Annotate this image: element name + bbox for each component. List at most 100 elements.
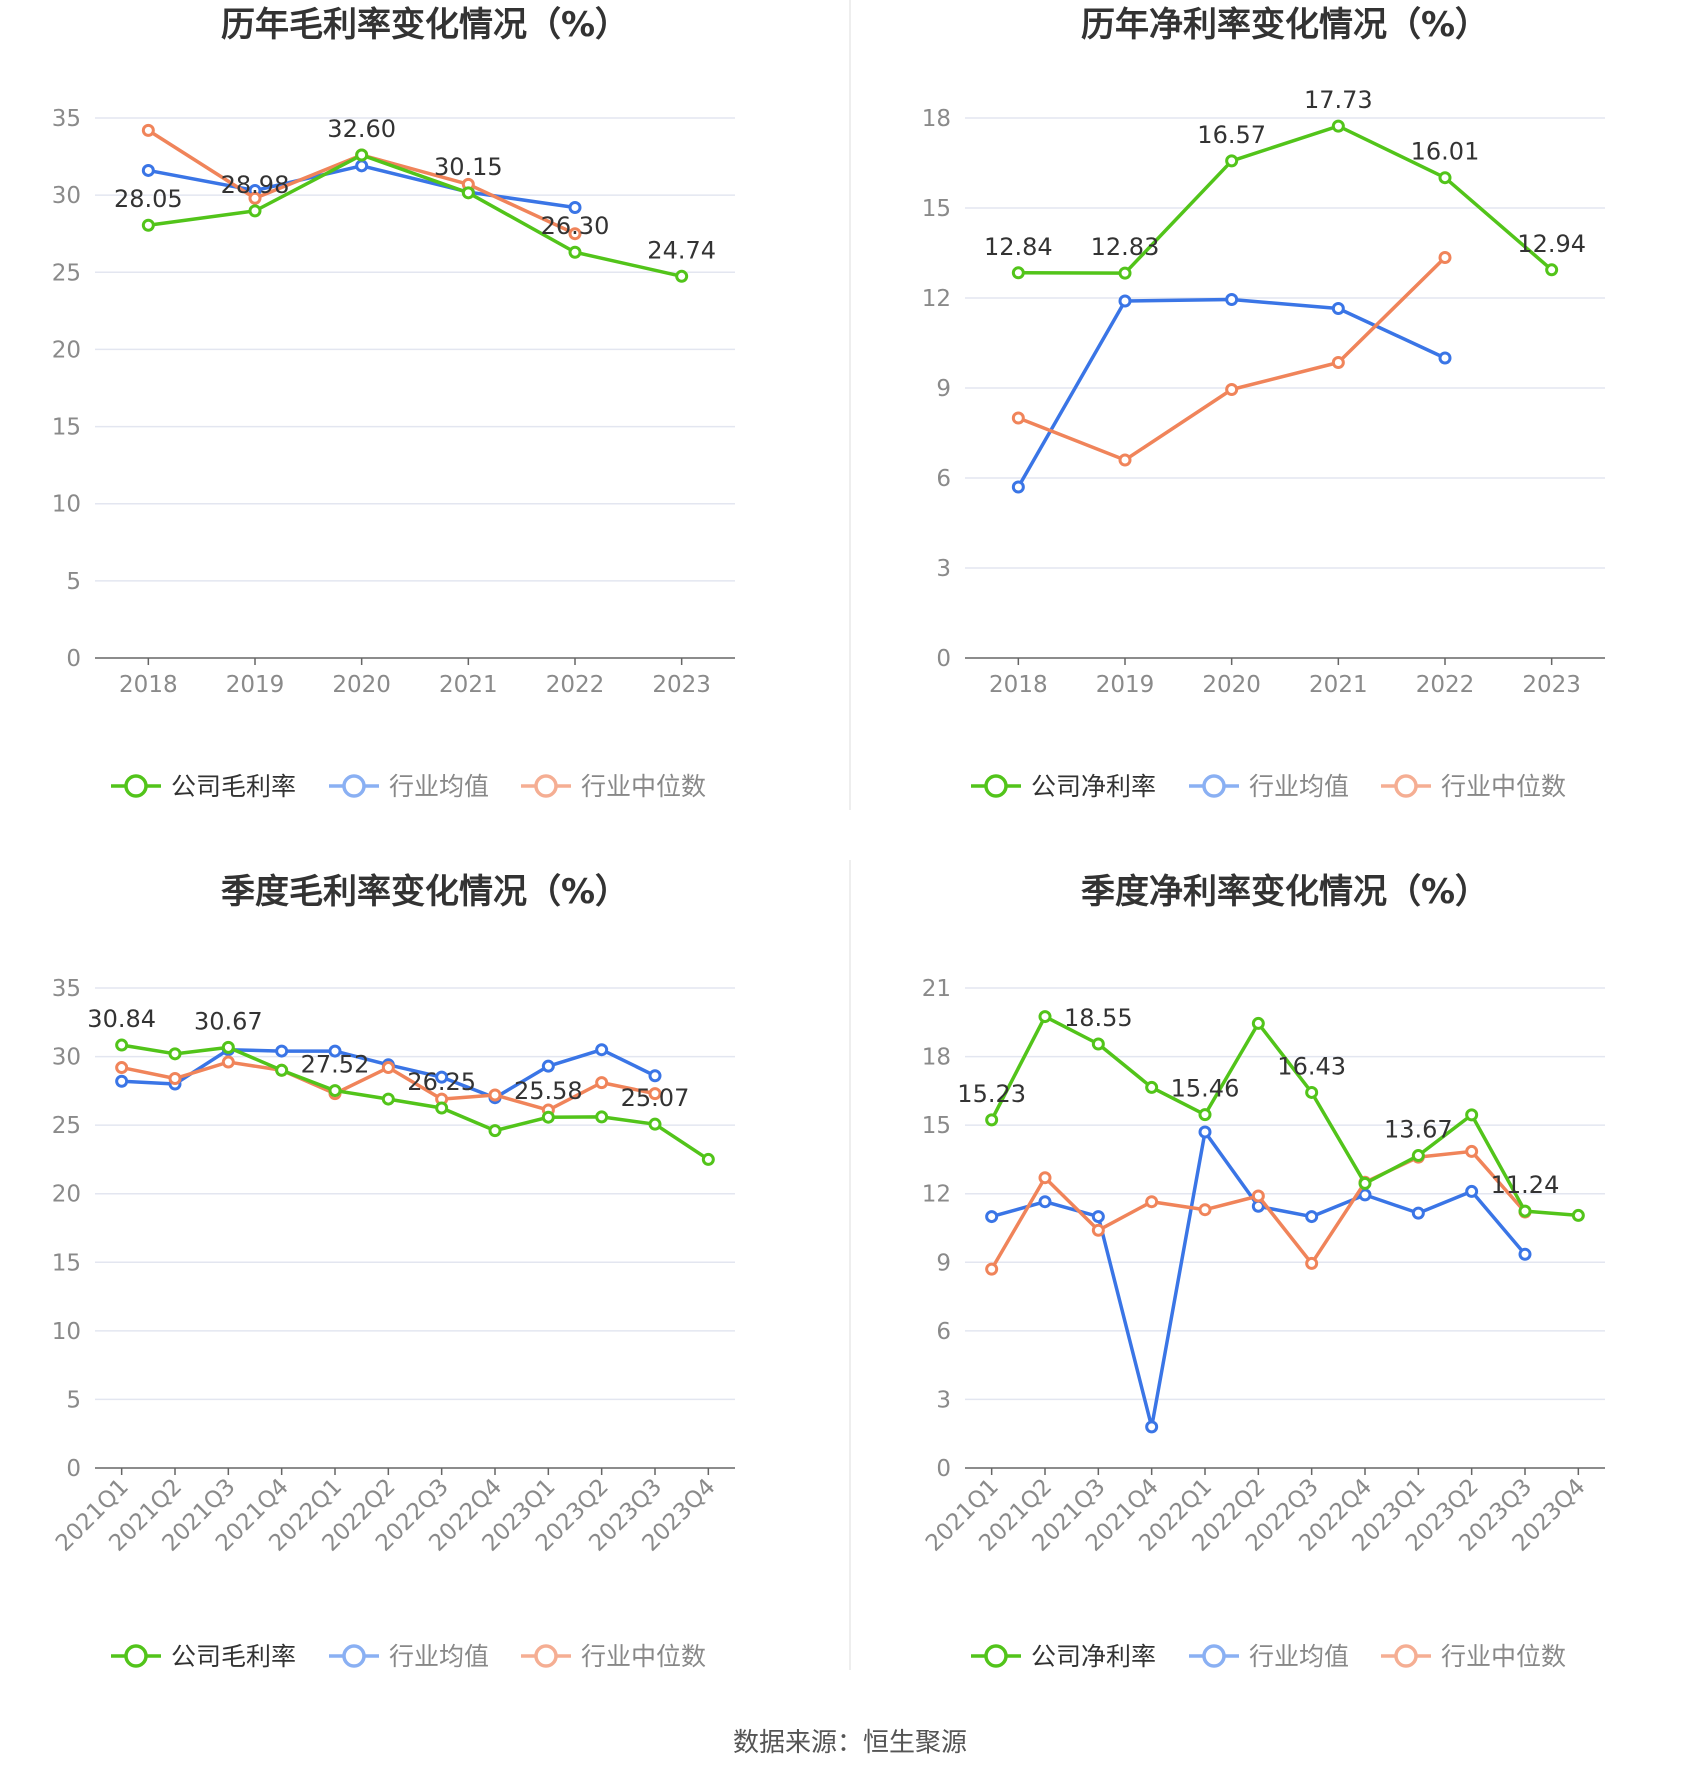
- legend-label: 公司毛利率: [171, 1642, 296, 1671]
- y-tick-label: 3: [936, 556, 951, 582]
- data-point: [985, 1262, 999, 1276]
- y-tick-label: 35: [52, 106, 81, 132]
- series-line: [1017, 256, 1447, 462]
- series-line: [990, 1014, 1579, 1218]
- data-point: [1038, 1171, 1052, 1185]
- y-tick-label: 12: [922, 1182, 951, 1208]
- data-point: [1358, 1188, 1372, 1202]
- data-point: [1091, 1037, 1105, 1051]
- panel-annual-gross-margin: 历年毛利率变化情况（%） 0 5 10 15 20 25 30 35 2018 2019 2020 20…: [52, 5, 735, 801]
- y-tick-label: 0: [936, 646, 951, 672]
- data-point: [648, 1117, 662, 1131]
- data-point: [1038, 1010, 1052, 1024]
- data-point: [248, 204, 262, 218]
- y-tick-label: 5: [66, 569, 81, 595]
- legend-label: 行业均值: [1249, 1642, 1349, 1671]
- legend-marker: [984, 1644, 1008, 1668]
- data-label: 11.24: [1491, 1171, 1560, 1199]
- data-point: [648, 1069, 662, 1083]
- data-label: 18.55: [1064, 1004, 1133, 1032]
- x-tick-label: 2022: [1416, 672, 1475, 698]
- data-point: [1011, 480, 1025, 494]
- legend-marker: [534, 1644, 558, 1668]
- data-point: [275, 1063, 289, 1077]
- data-point: [1545, 263, 1559, 277]
- data-point: [248, 191, 262, 205]
- y-tick-label: 20: [52, 337, 81, 363]
- data-point: [1198, 1203, 1212, 1217]
- y-tick-label: 6: [936, 466, 951, 492]
- series-line: [1018, 124, 1553, 275]
- x-tick-label: 2018: [119, 672, 178, 698]
- data-point: [168, 1047, 182, 1061]
- legend-marker: [1394, 1644, 1418, 1668]
- data-label: 15.23: [957, 1080, 1026, 1108]
- legend: 公司毛利率 行业均值 行业中位数: [111, 1642, 706, 1671]
- data-point: [1358, 1176, 1372, 1190]
- series-line: [148, 153, 683, 279]
- data-point: [595, 1043, 609, 1057]
- x-tick-label: 2023: [652, 672, 711, 698]
- data-point: [1465, 1108, 1479, 1122]
- series-line: [991, 1130, 1527, 1429]
- data-point: [141, 163, 155, 177]
- data-point: [1091, 1223, 1105, 1237]
- data-point: [1411, 1206, 1425, 1220]
- legend-label: 行业均值: [389, 772, 489, 801]
- data-point: [435, 1101, 449, 1115]
- data-label: 32.60: [327, 115, 396, 143]
- data-point: [1438, 351, 1452, 365]
- y-tick-label: 30: [52, 183, 81, 209]
- data-point: [675, 269, 689, 283]
- data-point: [221, 1055, 235, 1069]
- y-tick-label: 30: [52, 1045, 81, 1071]
- data-point: [568, 227, 582, 241]
- data-point: [1518, 1247, 1532, 1261]
- legend-marker: [1202, 1644, 1226, 1668]
- legend-label: 行业中位数: [1441, 772, 1566, 801]
- data-label: 28.98: [221, 171, 290, 199]
- data-point: [1145, 1195, 1159, 1209]
- data-point: [1411, 1149, 1425, 1163]
- data-point: [1198, 1125, 1212, 1139]
- chart-title: 季度毛利率变化情况（%）: [221, 872, 629, 912]
- data-point: [985, 1210, 999, 1224]
- source-caption: 数据来源：恒生聚源: [732, 1728, 967, 1758]
- data-point: [488, 1124, 502, 1138]
- y-tick-label: 9: [936, 376, 951, 402]
- data-point: [1091, 1210, 1105, 1224]
- data-point: [985, 1113, 999, 1127]
- data-point: [1438, 171, 1452, 185]
- data-point: [275, 1044, 289, 1058]
- data-point: [115, 1061, 129, 1075]
- data-point: [115, 1038, 129, 1052]
- data-label: 12.94: [1517, 230, 1586, 258]
- data-point: [1305, 1210, 1319, 1224]
- panel-quarterly-gross-margin: 季度毛利率变化情况（%）051015202530352021Q12021Q220…: [51, 872, 735, 1671]
- data-label: 26.30: [541, 212, 610, 240]
- data-label: 26.25: [407, 1068, 476, 1096]
- data-label: 25.07: [621, 1084, 690, 1112]
- data-label: 25.58: [514, 1077, 583, 1105]
- legend-marker: [124, 774, 148, 798]
- data-point: [435, 1070, 449, 1084]
- data-label: 15.46: [1171, 1075, 1240, 1103]
- legend-marker: [534, 774, 558, 798]
- y-tick-label: 6: [936, 1319, 951, 1345]
- y-tick-label: 35: [52, 976, 81, 1002]
- y-tick-label: 12: [922, 286, 951, 312]
- legend: 公司净利率 行业均值 行业中位数: [971, 772, 1566, 801]
- data-point: [1225, 154, 1239, 168]
- y-tick-label: 15: [52, 1250, 81, 1276]
- data-point: [1251, 1189, 1265, 1203]
- y-tick-label: 10: [52, 1319, 81, 1345]
- data-point: [115, 1074, 129, 1088]
- data-point: [701, 1152, 715, 1166]
- y-tick-label: 18: [922, 106, 951, 132]
- data-label: 12.84: [984, 233, 1053, 261]
- chart-title: 季度净利率变化情况（%）: [1081, 872, 1489, 912]
- legend-label: 行业中位数: [581, 772, 706, 801]
- data-point: [1225, 293, 1239, 306]
- data-point: [595, 1110, 609, 1124]
